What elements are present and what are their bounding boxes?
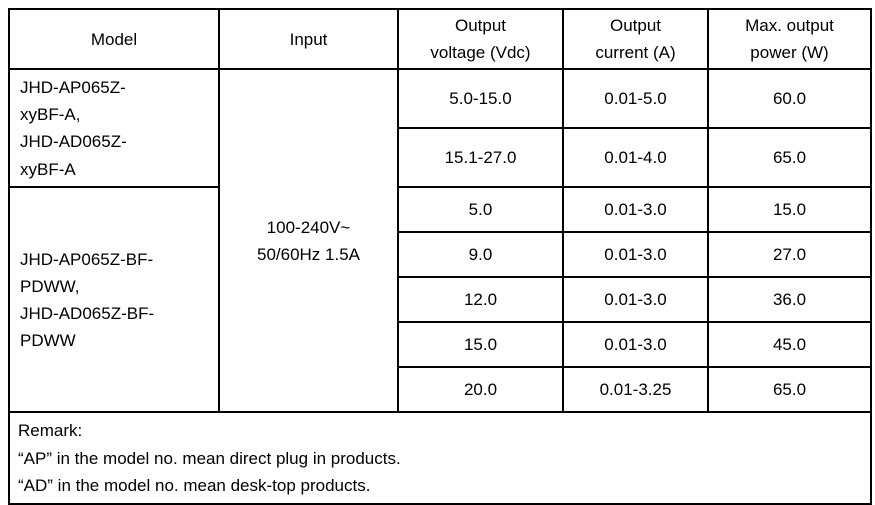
remark-row: Remark: “AP” in the model no. mean direc… bbox=[8, 411, 872, 505]
current-value: 0.01-3.25 bbox=[562, 366, 709, 414]
voltage-value: 15.1-27.0 bbox=[397, 127, 564, 189]
header-max-output-power: Max. output power (W) bbox=[707, 7, 872, 71]
power-value: 15.0 bbox=[707, 186, 872, 234]
table-row: 20.0 0.01-3.25 65.0 bbox=[9, 366, 872, 414]
current-value: 0.01-3.0 bbox=[562, 321, 709, 369]
power-value: 65.0 bbox=[707, 366, 872, 414]
remark-cell: Remark: “AP” in the model no. mean direc… bbox=[8, 411, 872, 505]
remark-line-ad: “AD” in the model no. mean desk-top prod… bbox=[18, 475, 371, 495]
remark-line-ap: “AP” in the model no. mean direct plug i… bbox=[18, 448, 401, 468]
header-output-voltage: Output voltage (Vdc) bbox=[397, 7, 564, 71]
power-value: 27.0 bbox=[707, 231, 872, 279]
table-row: JHD-AP065Z-BF- PDWW, JHD-AD065Z-BF- PDWW… bbox=[8, 186, 872, 414]
voltage-value: 20.0 bbox=[397, 366, 564, 414]
current-value: 0.01-5.0 bbox=[562, 68, 709, 130]
power-value: 36.0 bbox=[707, 276, 872, 324]
power-value: 45.0 bbox=[707, 321, 872, 369]
table-row: 15.1-27.0 0.01-4.0 65.0 bbox=[9, 127, 872, 189]
model-group-2: JHD-AP065Z-BF- PDWW, JHD-AD065Z-BF- PDWW bbox=[8, 186, 220, 414]
header-input: Input bbox=[218, 7, 399, 71]
current-value: 0.01-3.0 bbox=[562, 186, 709, 234]
current-value: 0.01-3.0 bbox=[562, 276, 709, 324]
current-value: 0.01-4.0 bbox=[562, 127, 709, 189]
voltage-value: 12.0 bbox=[397, 276, 564, 324]
table-row: 12.0 0.01-3.0 36.0 bbox=[9, 276, 872, 324]
power-value: 65.0 bbox=[707, 127, 872, 189]
voltage-value: 5.0-15.0 bbox=[397, 68, 564, 130]
power-value: 60.0 bbox=[707, 68, 872, 130]
table-row: 9.0 0.01-3.0 27.0 bbox=[9, 231, 872, 279]
header-row: Model Input Output voltage (Vdc) Output … bbox=[8, 7, 872, 71]
power-spec-table: Model Input Output voltage (Vdc) Output … bbox=[8, 7, 872, 505]
voltage-value: 15.0 bbox=[397, 321, 564, 369]
remark-title: Remark: bbox=[18, 421, 83, 441]
header-model: Model bbox=[8, 7, 220, 71]
header-output-current: Output current (A) bbox=[562, 7, 709, 71]
model-group-1: JHD-AP065Z- xyBF-A, JHD-AD065Z- xyBF-A bbox=[8, 68, 220, 189]
current-value: 0.01-3.0 bbox=[562, 231, 709, 279]
table-row: JHD-AP065Z- xyBF-A, JHD-AD065Z- xyBF-A 1… bbox=[8, 68, 872, 414]
voltage-value: 9.0 bbox=[397, 231, 564, 279]
input-value: 100-240V~ 50/60Hz 1.5A bbox=[218, 68, 399, 414]
voltage-value: 5.0 bbox=[397, 186, 564, 234]
table-row: 15.0 0.01-3.0 45.0 bbox=[9, 321, 872, 369]
